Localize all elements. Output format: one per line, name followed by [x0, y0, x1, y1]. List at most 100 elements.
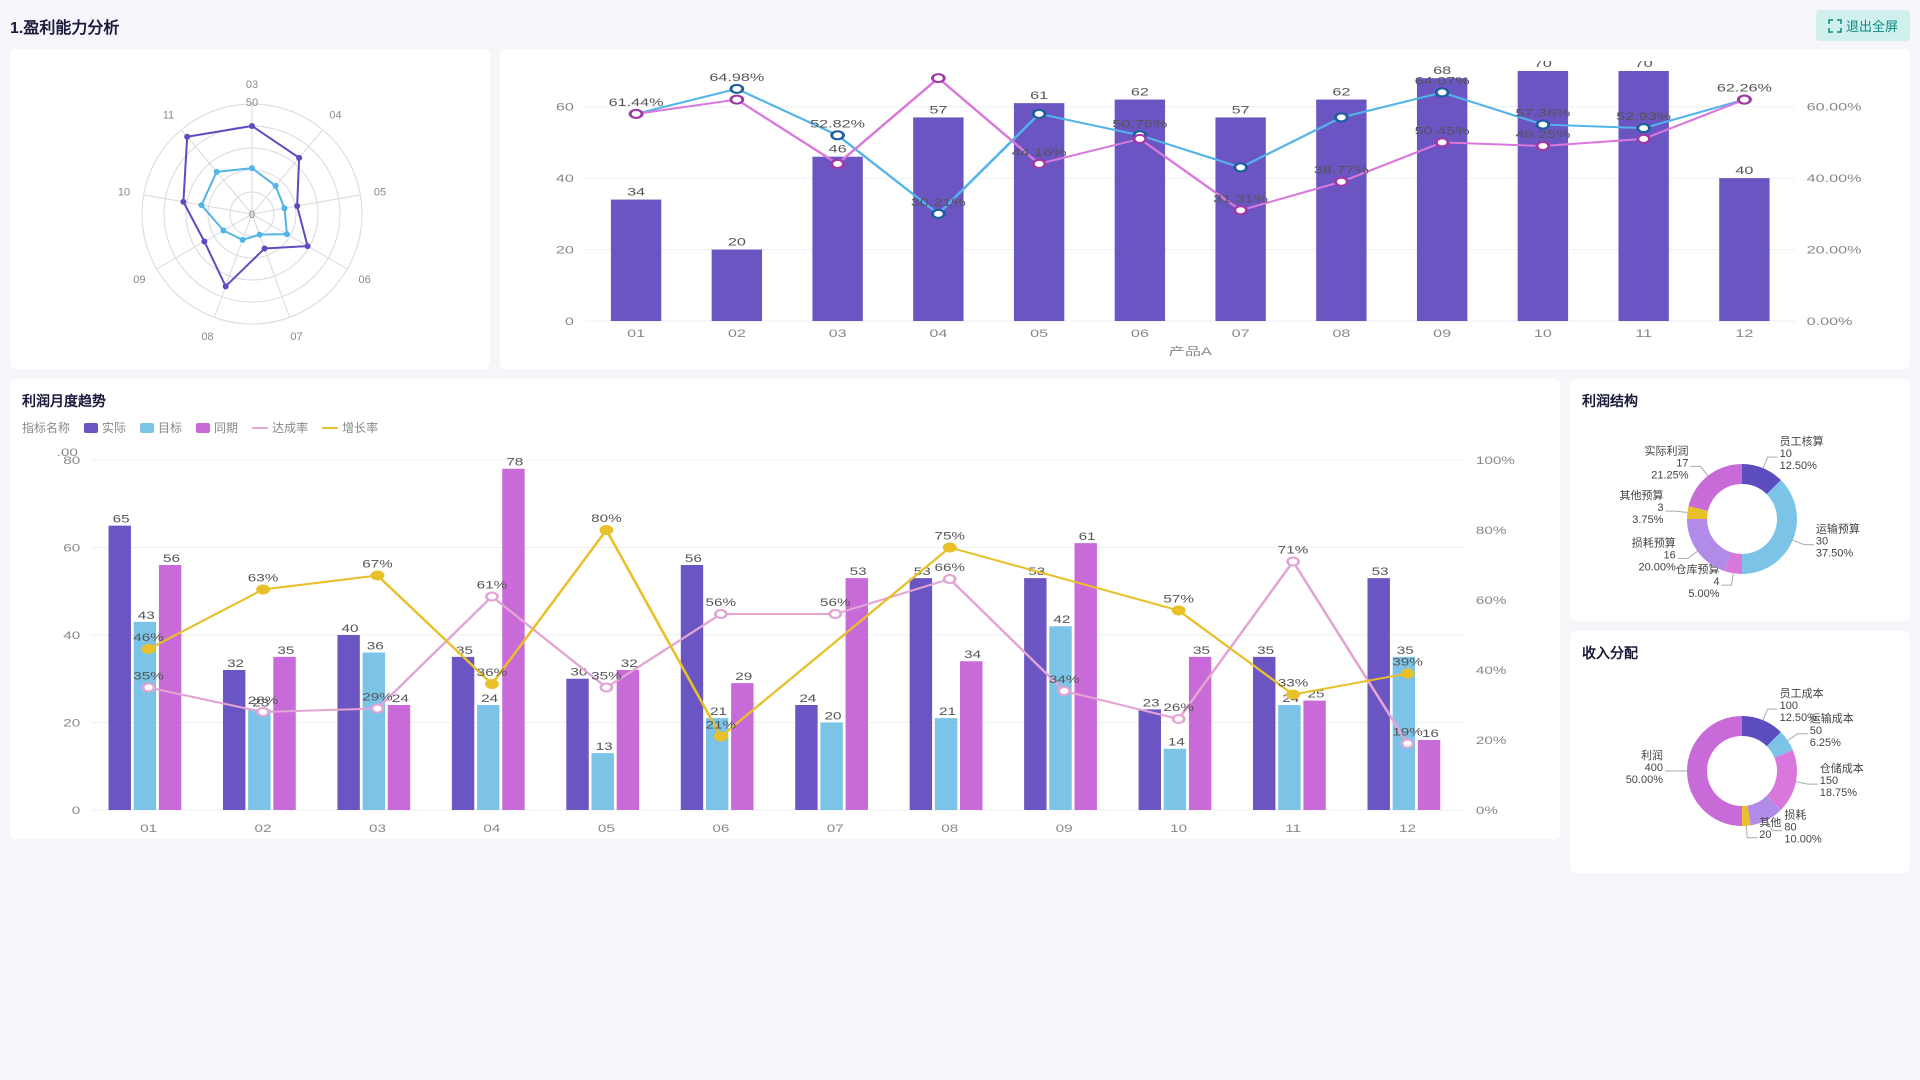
svg-text:10.00%: 10.00%	[1784, 834, 1822, 846]
svg-text:损耗: 损耗	[1784, 808, 1806, 822]
svg-text:10: 10	[1534, 327, 1552, 340]
svg-text:62: 62	[1332, 85, 1350, 98]
svg-text:0: 0	[72, 804, 80, 816]
page-title: 1.盈利能力分析	[10, 14, 119, 38]
profit-structure-chart: 员工核算1012.50%运输预算3037.50%仓库预算45.00%损耗预算16…	[1582, 419, 1902, 609]
svg-text:24: 24	[481, 692, 498, 704]
svg-text:80: 80	[63, 454, 80, 466]
svg-text:05: 05	[374, 186, 386, 198]
svg-text:40: 40	[1735, 164, 1753, 177]
monthly-trend-panel: 利润月度趋势 指标名称 实际 目标 同期 达成率 增长率 .0002040608…	[10, 379, 1560, 839]
svg-text:78: 78	[506, 456, 523, 468]
svg-text:46: 46	[829, 142, 847, 155]
svg-text:12: 12	[1399, 822, 1416, 834]
svg-text:56%: 56%	[706, 596, 737, 608]
svg-text:02: 02	[255, 822, 272, 834]
svg-text:21.25%: 21.25%	[1651, 469, 1689, 481]
legend-same-period: 同期	[196, 419, 238, 436]
svg-text:20.00%: 20.00%	[1638, 561, 1676, 573]
svg-text:60: 60	[63, 542, 80, 554]
right-column: 利润结构 员工核算1012.50%运输预算3037.50%仓库预算45.00%损…	[1570, 379, 1910, 873]
svg-text:70: 70	[1635, 61, 1653, 69]
svg-text:其他预算: 其他预算	[1619, 488, 1663, 502]
svg-text:62: 62	[1131, 85, 1149, 98]
svg-text:06: 06	[1131, 327, 1149, 340]
svg-text:04: 04	[483, 822, 500, 834]
svg-text:10: 10	[1170, 822, 1187, 834]
svg-text:0%: 0%	[1476, 804, 1498, 816]
trend-title: 利润月度趋势	[22, 391, 1548, 411]
svg-text:05: 05	[598, 822, 615, 834]
svg-text:65: 65	[113, 513, 130, 525]
revenue-allocation-panel: 收入分配 员工成本10012.50%运输成本506.25%仓储成本15018.7…	[1570, 631, 1910, 873]
svg-text:21: 21	[939, 705, 956, 717]
svg-text:36%: 36%	[477, 666, 508, 678]
svg-text:35: 35	[1257, 644, 1274, 656]
svg-text:34: 34	[627, 185, 645, 198]
product-barline-chart: 00.00%2020.00%4040.00%6060.00%3401200246…	[512, 61, 1898, 361]
svg-text:16: 16	[1664, 549, 1676, 561]
svg-text:36: 36	[367, 640, 384, 652]
svg-text:3.75%: 3.75%	[1632, 514, 1663, 526]
svg-text:08: 08	[201, 331, 213, 343]
svg-text:20: 20	[556, 243, 574, 256]
svg-text:17: 17	[1676, 457, 1688, 469]
svg-text:35: 35	[277, 644, 294, 656]
svg-text:64.07%: 64.07%	[1415, 74, 1470, 87]
svg-text:52.82%: 52.82%	[810, 117, 865, 130]
svg-text:运输成本: 运输成本	[1810, 711, 1854, 725]
svg-text:23: 23	[1143, 696, 1160, 708]
svg-text:60.00%: 60.00%	[1807, 100, 1862, 113]
svg-text:29: 29	[735, 670, 752, 682]
trend-chart: .000204060800%20%40%60%80%100%6543560132…	[22, 440, 1548, 840]
svg-text:01: 01	[627, 327, 645, 340]
svg-text:30.21%: 30.21%	[911, 196, 966, 209]
svg-text:14: 14	[1168, 736, 1185, 748]
svg-text:35: 35	[1397, 644, 1414, 656]
svg-text:50.76%: 50.76%	[1112, 117, 1167, 130]
svg-text:仓储成本: 仓储成本	[1820, 761, 1864, 775]
svg-text:5.00%: 5.00%	[1688, 588, 1719, 600]
svg-text:53: 53	[1372, 565, 1389, 577]
svg-text:09: 09	[1433, 327, 1451, 340]
svg-text:53: 53	[850, 565, 867, 577]
svg-text:50: 50	[1810, 725, 1822, 737]
svg-text:80: 80	[1784, 822, 1796, 834]
exit-fullscreen-button[interactable]: 退出全屏	[1816, 10, 1910, 41]
svg-text:11: 11	[1635, 327, 1652, 340]
svg-text:60%: 60%	[1476, 594, 1507, 606]
svg-text:10: 10	[1780, 448, 1792, 460]
svg-text:18.75%: 18.75%	[1820, 787, 1858, 799]
svg-text:56%: 56%	[820, 596, 851, 608]
svg-text:07: 07	[827, 822, 844, 834]
svg-text:40%: 40%	[1476, 664, 1507, 676]
svg-text:04: 04	[329, 109, 341, 121]
trend-legend: 指标名称 实际 目标 同期 达成率 增长率	[22, 419, 1548, 436]
svg-text:其他: 其他	[1759, 816, 1781, 829]
legend-target: 目标	[140, 419, 182, 436]
exit-fullscreen-icon	[1828, 19, 1842, 33]
svg-text:63%: 63%	[248, 572, 279, 584]
svg-text:61.44%: 61.44%	[609, 96, 664, 109]
svg-text:06: 06	[712, 822, 729, 834]
svg-text:150: 150	[1820, 775, 1838, 787]
svg-text:71%: 71%	[1278, 544, 1309, 556]
svg-text:34: 34	[964, 648, 981, 660]
svg-text:30: 30	[570, 666, 587, 678]
svg-text:33%: 33%	[1278, 677, 1309, 689]
svg-text:员工成本: 员工成本	[1780, 686, 1824, 700]
top-row: 030405060708091011050 00.00%2020.00%4040…	[10, 49, 1910, 369]
svg-text:损耗预算: 损耗预算	[1632, 535, 1676, 549]
svg-text:0: 0	[249, 209, 255, 221]
svg-text:49.25%: 49.25%	[1515, 128, 1570, 141]
svg-text:20: 20	[825, 710, 842, 722]
svg-text:40: 40	[63, 629, 80, 641]
svg-text:员工核算: 员工核算	[1780, 434, 1824, 448]
dashboard: 1.盈利能力分析 退出全屏 030405060708091011050 00.0…	[0, 0, 1920, 893]
svg-text:46%: 46%	[133, 631, 164, 643]
svg-text:31.31%: 31.31%	[1213, 192, 1268, 205]
product-barline-panel: 00.00%2020.00%4040.00%6060.00%3401200246…	[500, 49, 1910, 369]
radar-chart-panel: 030405060708091011050	[10, 49, 490, 369]
svg-text:56: 56	[685, 552, 702, 564]
donut2-title: 收入分配	[1582, 643, 1898, 663]
